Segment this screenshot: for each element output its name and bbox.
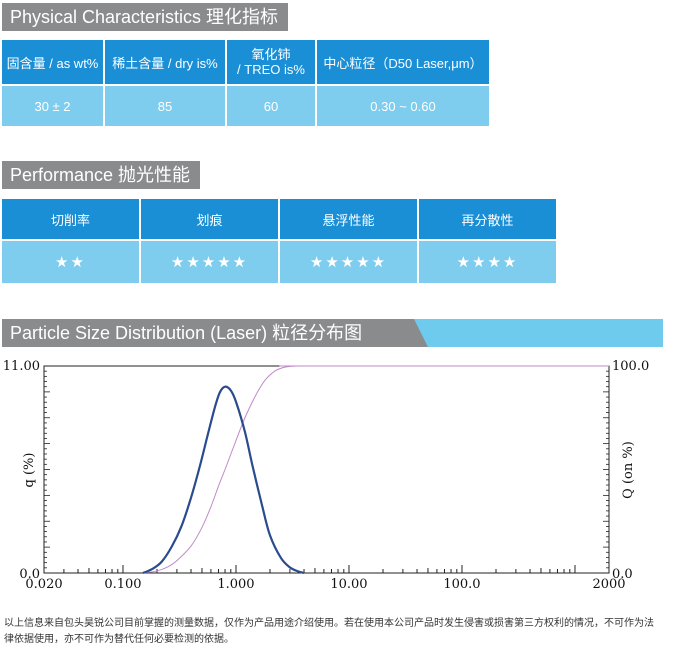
value-ceria: 60 (227, 86, 315, 126)
y-axis-ticks (44, 365, 609, 574)
plot-frame (43, 365, 610, 574)
x-tick-label: 1.000 (217, 577, 254, 592)
header-ceria: 氧化铈 / TREO is% (227, 40, 315, 84)
frequency-distribution-curve (142, 385, 305, 575)
y-right-axis-label: Q (on %) (621, 441, 636, 499)
header-scratch: 划痕 (141, 199, 278, 239)
x-axis-ticks (43, 565, 610, 573)
rating-scratch: ★★★★★ (141, 241, 278, 283)
banner-cyan-strip (412, 319, 663, 347)
cumulative-distribution-curve (142, 365, 609, 574)
header-removal-rate: 切削率 (2, 199, 139, 239)
rating-suspension: ★★★★★ (280, 241, 417, 283)
disclaimer-text: 以上信息来自包头昊锐公司目前掌握的测量数据，仅作为产品用途介绍使用。若在使用本公… (4, 618, 654, 645)
x-tick-label: 0.020 (25, 577, 62, 592)
section-title-performance: Performance 抛光性能 (2, 161, 201, 189)
rating-redispersion: ★★★★ (419, 241, 556, 283)
banner-grey-tip (410, 319, 428, 347)
header-median-particle-size: 中心粒径（D50 Laser,μm） (317, 40, 489, 84)
section-title-psd: Particle Size Distribution (Laser) 粒径分布图 (10, 323, 363, 343)
section-banner-psd (2, 319, 663, 347)
header-solid-content: 固含量 / as wt% (2, 40, 103, 84)
banner-grey-block (2, 319, 414, 347)
y-right-tick-label-max: 100.0 (612, 359, 649, 374)
y-left-axis-label: q (%) (22, 453, 37, 488)
value-median-particle-size: 0.30 ~ 0.60 (317, 86, 489, 126)
x-axis-tick-labels: 0.020 0.100 1.000 10.00 100.0 2000 (25, 577, 625, 592)
value-rare-earth-content: 85 (105, 86, 225, 126)
y-left-tick-label-min: 0.0 (19, 567, 40, 582)
x-tick-label: 2000 (592, 577, 625, 592)
performance-table: 切削率 划痕 悬浮性能 再分散性 ★★ ★★★★★ ★★★★★ ★★★★ (2, 199, 556, 283)
physical-table: 固含量 / as wt% 稀土含量 / dry is% 氧化铈 / TREO i… (2, 40, 489, 126)
y-right-tick-label-min: 0.0 (612, 567, 633, 582)
psd-chart: 0.020 0.100 1.000 10.00 100.0 2000 11.00 0.0 … (3, 359, 649, 592)
x-tick-label: 0.100 (104, 577, 141, 592)
header-suspension: 悬浮性能 (280, 199, 417, 239)
x-tick-label: 10.00 (330, 577, 367, 592)
y-left-tick-label-max: 11.00 (3, 359, 40, 374)
value-solid-content: 30 ± 2 (2, 86, 103, 126)
header-rare-earth-content: 稀土含量 / dry is% (105, 40, 225, 84)
header-redispersion: 再分散性 (419, 199, 556, 239)
x-tick-label: 100.0 (443, 577, 480, 592)
section-title-physical: Physical Characteristics 理化指标 (2, 3, 289, 31)
rating-removal-rate: ★★ (2, 241, 139, 283)
